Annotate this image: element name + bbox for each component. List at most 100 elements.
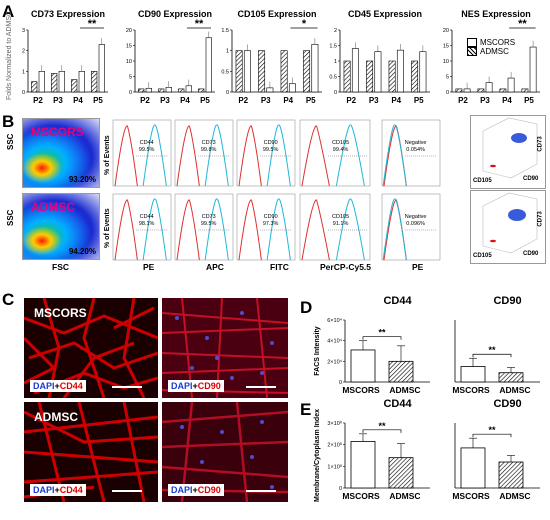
panel-a-legend: MSCORS ADMSC [467, 38, 515, 56]
bar-mscors [460, 366, 486, 383]
bar-mscors [145, 87, 152, 93]
panel-d-e-bar-charts: CD44 0 2×10⁴ 4×10⁴ 6×10⁴ FACS Intensity MSCORS… [314, 295, 540, 502]
marker-name: CD44 [140, 214, 154, 220]
marker-name: CD105 [332, 140, 349, 146]
stained-peak [382, 198, 407, 261]
scatter-plot-admsc: ADMSC 94.20% [22, 193, 100, 260]
chart-title: CD44 [383, 295, 412, 307]
sig-label: * [302, 18, 307, 30]
channel-label-apc: APC [206, 262, 224, 272]
sig-bracket [472, 433, 512, 438]
bar-mscors [78, 71, 85, 93]
y-tick-label: 0.5 [329, 75, 337, 81]
y-axis-label: Membrane/Cytoplasm Index [314, 409, 321, 502]
axis-cd90: CD90 [523, 251, 539, 257]
bar-admsc [477, 88, 485, 93]
sig-bracket [362, 336, 402, 340]
bar-mscors [374, 51, 382, 93]
channel-label-percp: PerCP-Cy5.5 [320, 262, 372, 272]
control-peak [176, 125, 200, 187]
bar-mscors [350, 441, 376, 489]
x-tick-label: P3 [480, 96, 490, 105]
x-tick-label: P3 [261, 96, 271, 105]
chart-title: CD90 Expression [138, 9, 212, 19]
stained-peak [142, 124, 167, 187]
x-tick-label: P2 [33, 96, 43, 105]
legend-item-mscors: MSCORS [467, 38, 515, 47]
x-tick-label: P2 [346, 96, 356, 105]
chart-a-3: CD45 Expression 0 0.5 1 1.5 2 P2 P3 P4 P5 [329, 9, 430, 105]
bar-admsc [280, 50, 288, 93]
marker-name: Negative [405, 140, 427, 146]
scale-bar [246, 490, 276, 492]
sig-label: ** [195, 18, 204, 30]
y-tick-label: 1 [334, 59, 337, 65]
y-tick-label: 6×10⁴ [327, 317, 342, 324]
x-tick-label: ADMSC [389, 491, 420, 501]
micrograph-row-label: MSCORS [34, 306, 87, 320]
x-tick-label: P5 [524, 96, 534, 105]
histogram-frame [381, 193, 441, 261]
marker-name: CD105 [332, 214, 349, 220]
legend-swatch-hatched [467, 47, 477, 56]
bar-admsc [31, 81, 38, 93]
bar-mscors [419, 51, 427, 93]
x-tick-label: P3 [160, 96, 170, 105]
axis-cd90: CD90 [523, 176, 539, 182]
stain-label: DAPI+CD90 [168, 380, 224, 392]
x-tick-label: P3 [53, 96, 63, 105]
marker-name: CD73 [202, 214, 216, 220]
y-tick-label: 0 [446, 90, 449, 96]
bar-mscors [185, 85, 192, 93]
histogram-frame [112, 119, 172, 187]
x-tick-label: P5 [200, 96, 210, 105]
bar-mscors [507, 77, 515, 93]
marker-name: CD90 [264, 214, 278, 220]
x-tick-label: MSCORS [342, 491, 380, 501]
histogram-frame [236, 119, 296, 187]
sig-bracket [362, 429, 402, 433]
control-peak [238, 125, 262, 187]
bar-admsc [343, 60, 351, 93]
sig-label: ** [88, 18, 97, 30]
axis-cd73: CD73 [537, 136, 544, 152]
bar-admsc [388, 457, 414, 489]
3d-scatter-admsc: CD105 CD90 CD73 [470, 190, 546, 264]
x-tick-label: ADMSC [499, 491, 530, 501]
sig-label: ** [518, 18, 527, 30]
bar-admsc [411, 60, 419, 93]
bar-admsc [498, 461, 524, 489]
stained-peak [204, 198, 229, 261]
marker-percent: 0.054% [406, 147, 425, 153]
bar-mscors [350, 349, 376, 383]
channel-label-pe: PE [143, 262, 155, 272]
stain-dapi: DAPI [33, 381, 55, 391]
bar-mscors [38, 71, 45, 93]
chart-de-3: CD90 MSCORS ADMSC ** [452, 398, 540, 501]
sig-label: ** [378, 421, 386, 431]
control-peak [114, 199, 138, 261]
x-tick-label: P4 [391, 96, 401, 105]
bar-admsc [521, 88, 529, 93]
bar-mscors [311, 44, 319, 93]
y-tick-label: 2×10⁰ [327, 442, 342, 449]
bar-mscors [396, 49, 404, 93]
y-tick-label: 15 [443, 44, 449, 50]
y-tick-label: 2×10⁴ [327, 358, 342, 365]
legend-label: MSCORS [480, 38, 516, 47]
bar-admsc [498, 372, 524, 383]
x-tick-label: P5 [414, 96, 424, 105]
sig-bracket [472, 353, 512, 358]
scale-bar [112, 490, 142, 492]
bar-mscors [205, 37, 212, 93]
stain-plus: + [54, 381, 60, 391]
y-tick-label: 0 [129, 90, 132, 96]
y-tick-label: 10 [126, 59, 132, 65]
